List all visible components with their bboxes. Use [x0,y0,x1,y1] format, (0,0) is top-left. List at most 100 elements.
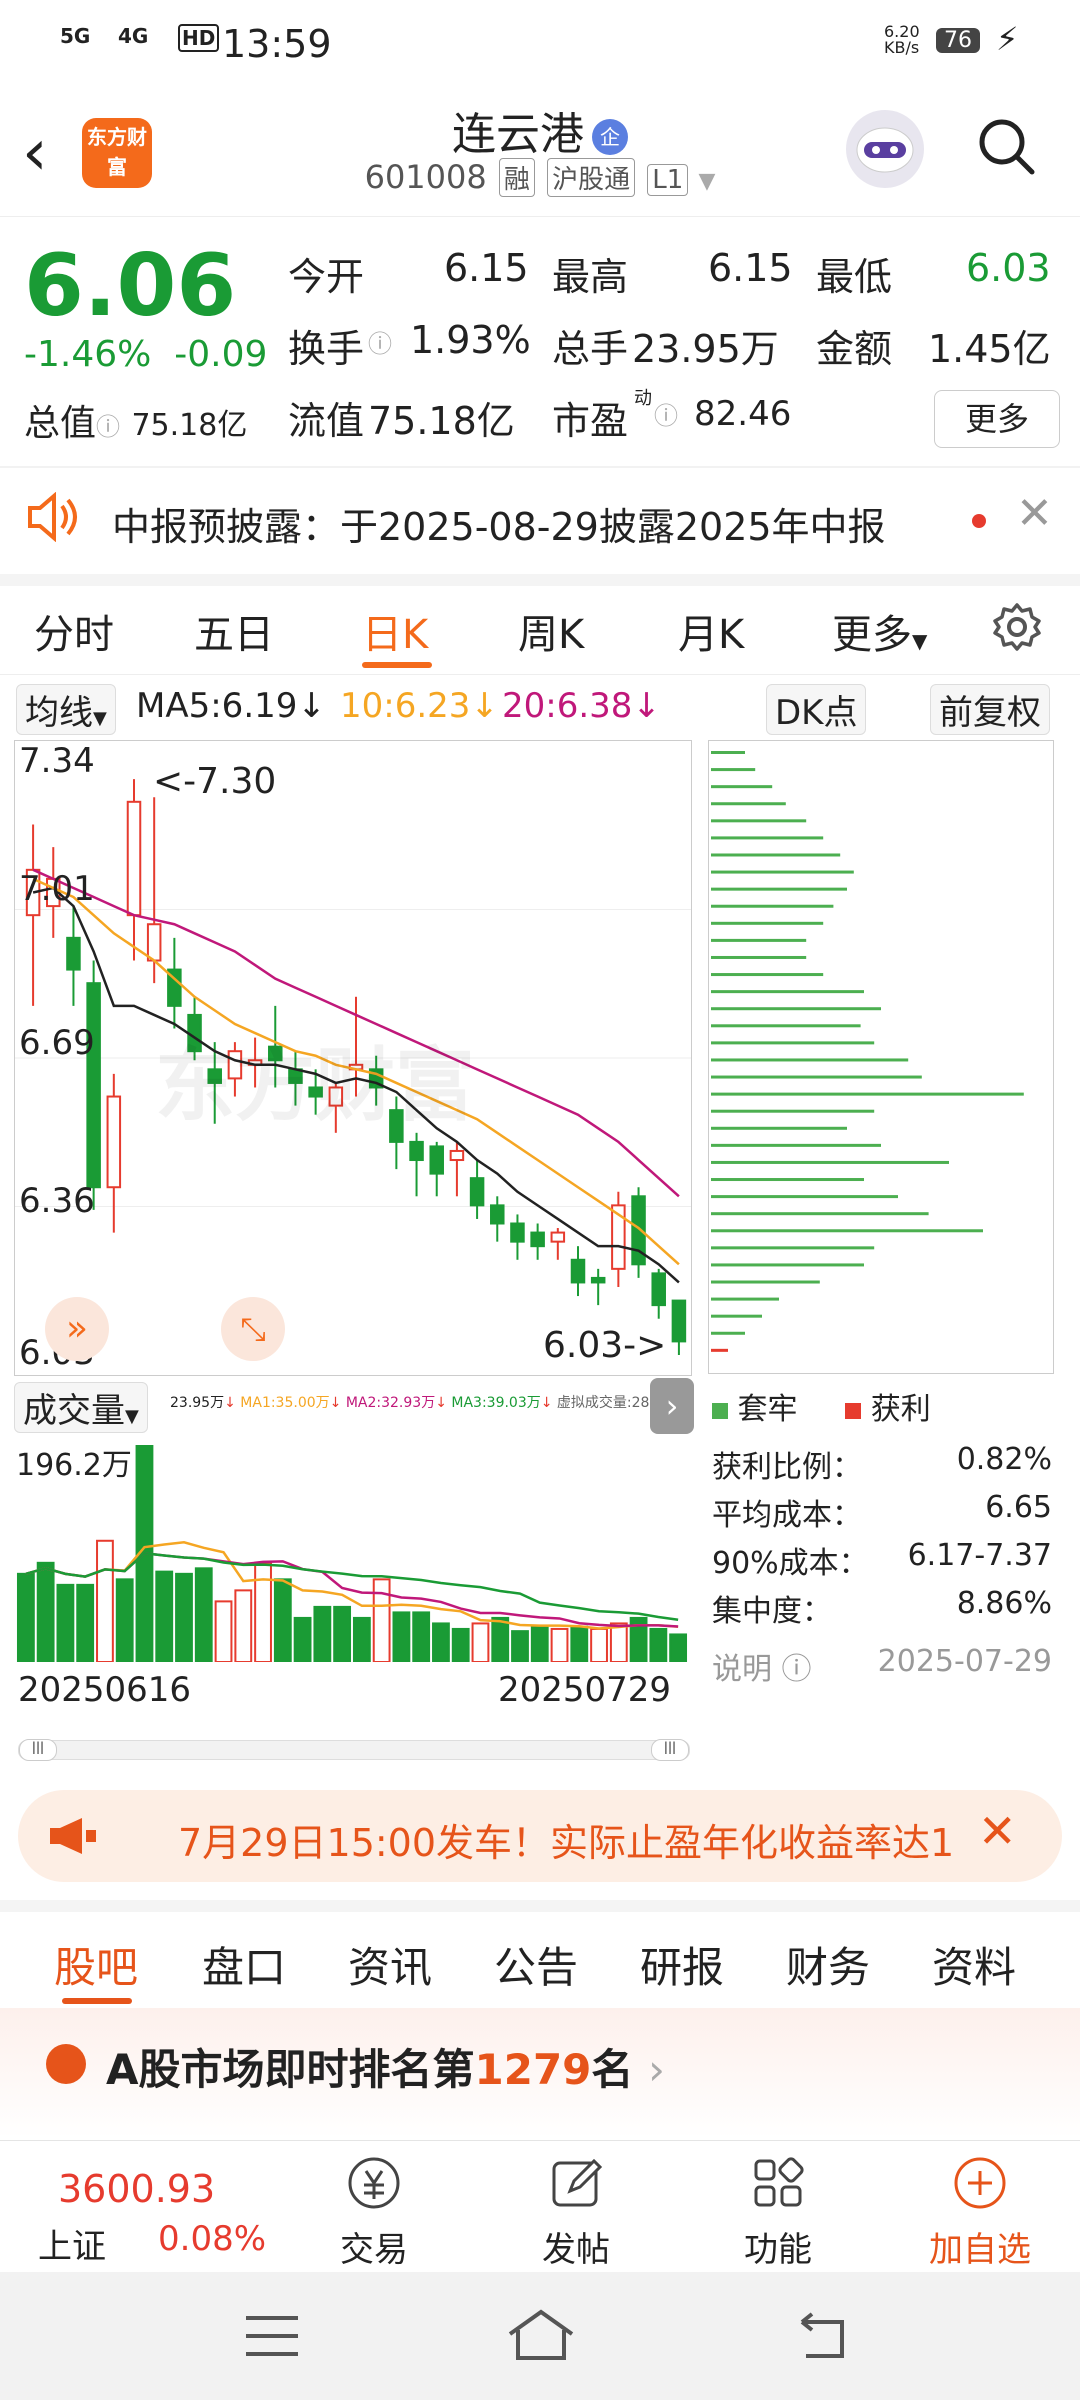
tab-pankou[interactable]: 盘口 [202,1943,287,1992]
gear-icon[interactable] [990,600,1044,664]
stat-90-cost: 90%成本： 6.17-7.37 [712,1538,1052,1582]
speaker-icon [26,491,78,546]
low-value: 6.03 [966,246,1051,290]
home-icon[interactable] [506,2308,576,2366]
low-label: 最低 [816,255,893,299]
volume-bar [511,1630,529,1663]
assistant-avatar[interactable] [846,110,924,188]
volume-bar [115,1578,134,1663]
high-marker: <-7.30 [153,761,277,802]
chip-distribution[interactable] [708,740,1054,1374]
function-button[interactable]: 功能 [698,2153,858,2271]
chip-bar [711,768,756,772]
candle-body [126,800,142,917]
volume-bar [234,1589,253,1663]
pe-info-icon[interactable]: ⓘ [654,402,678,430]
tab-daily-k[interactable]: 日K [362,612,429,658]
volume-bar [194,1567,213,1664]
expand-left-icon[interactable]: » [45,1297,109,1361]
candle-body [106,1095,122,1189]
volume-select[interactable]: 成交量▼ [14,1382,148,1433]
candle-body [651,1272,666,1307]
chip-note[interactable]: 说明 [712,1652,772,1687]
info-circle-icon[interactable]: ⓘ [781,1652,812,1687]
ma-select[interactable]: 均线▼ [16,684,116,735]
turnover-label: 换手 [288,327,365,371]
add-watchlist-button[interactable]: 加自选 [900,2153,1060,2271]
candle-body [449,1149,465,1162]
tab-more[interactable]: 更多▼ [832,602,927,660]
chip-bar [711,1109,875,1113]
rank-section[interactable]: A股市场即时排名第1279名 › [0,2008,1080,2138]
search-icon[interactable] [976,116,1036,176]
banner-close-icon[interactable]: ✕ [978,1804,1017,1858]
total-value: 总值ⓘ 75.18亿 [24,394,247,446]
menu-icon[interactable] [244,2314,300,2362]
legend-swatch-profit [845,1403,862,1419]
volume-chart[interactable]: 196.2万 [14,1430,690,1664]
stat-label: 集中度： [712,1594,832,1629]
tab-more-label: 更多 [832,612,912,658]
end-date: 20250729 [498,1670,672,1710]
banner-text: 7月29日15:00发车！实际止盈年化收益率达1 [178,1821,955,1865]
fullscreen-icon[interactable]: ⤡ [221,1297,285,1361]
kline-chart[interactable]: 东方财富 7.34 7.01 6.69 6.36 6.03 <-7.30 6.0… [14,740,692,1376]
turnover-info-icon[interactable]: ⓘ [368,330,392,358]
brand-logo[interactable]: 东方财富 [82,118,152,188]
notice-bar[interactable]: 中报预披露：于2025-08-29披露2025年中报 ✕ [0,466,1080,586]
back-nav-icon[interactable] [796,2312,850,2364]
range-handle-right[interactable]: ||| [651,1739,689,1761]
ma-select-arrow-icon: ▼ [93,708,107,729]
stock-name-text: 连云港 [452,109,584,160]
tab-weekly-k[interactable]: 周K [518,612,585,658]
dk-point-button[interactable]: DK点 [766,684,867,735]
range-scrollbar[interactable]: ||| ||| [18,1739,690,1761]
volume-bar [56,1583,75,1664]
tab-announce[interactable]: 公告 [494,1943,579,1992]
post-label: 发帖 [542,2230,610,2270]
index-pct[interactable]: 0.08% [158,2219,267,2259]
index-value[interactable]: 3600.93 [58,2167,216,2211]
tab-monthly-k[interactable]: 月K [678,612,745,658]
tab-five-day[interactable]: 五日 [194,612,274,658]
chip-bar [711,990,864,994]
volume-bar [155,1570,174,1664]
tab-news[interactable]: 资讯 [348,1943,433,1992]
volume-bar [491,1616,510,1663]
post-button[interactable]: 发帖 [496,2153,656,2271]
float-value: 75.18亿 [368,399,515,443]
promo-banner[interactable]: 7月29日15:00发车！实际止盈年化收益率达1 ✕ [18,1790,1062,1882]
chip-bar [711,785,773,789]
tab-profile[interactable]: 资料 [932,1943,1017,1992]
volume-bar [649,1627,668,1664]
trade-label: 交易 [340,2230,408,2270]
chevron-right-icon[interactable]: › [650,1378,694,1434]
more-button[interactable]: 更多 [934,390,1060,448]
volume-bar [669,1633,688,1663]
volume-bar [333,1605,352,1664]
pe-value: 82.46 [694,394,792,434]
tab-finance[interactable]: 财务 [786,1943,871,1992]
volume-bar [609,1622,628,1664]
ma10-text: 10:6.23 [340,686,471,726]
chip-bar [711,938,807,942]
chip-legend: 套牢 获利 [712,1384,931,1428]
tab-guba[interactable]: 股吧 [54,1943,139,1992]
index-name[interactable]: 上证 [38,2227,106,2267]
volume-max-label: 196.2万 [16,1448,132,1483]
tag-level[interactable]: L1 [647,164,689,196]
stat-label: 90%成本： [712,1546,869,1581]
tab-research[interactable]: 研报 [640,1943,725,1992]
info-icon[interactable]: ⓘ [96,413,121,441]
back-icon[interactable]: ‹ [22,116,48,190]
adjust-button[interactable]: 前复权 [930,684,1050,735]
range-handle-left[interactable]: ||| [19,1739,57,1761]
close-icon[interactable]: ✕ [1016,488,1053,539]
tab-intraday[interactable]: 分时 [34,612,114,658]
pct-change: -1.46% [24,334,152,375]
candle-body [570,1258,586,1284]
charging-icon: ⚡ [996,20,1019,58]
trade-button[interactable]: 交易 [294,2153,454,2271]
dropdown-icon[interactable]: ▼ [698,169,716,194]
ma-select-label: 均线 [25,693,93,733]
